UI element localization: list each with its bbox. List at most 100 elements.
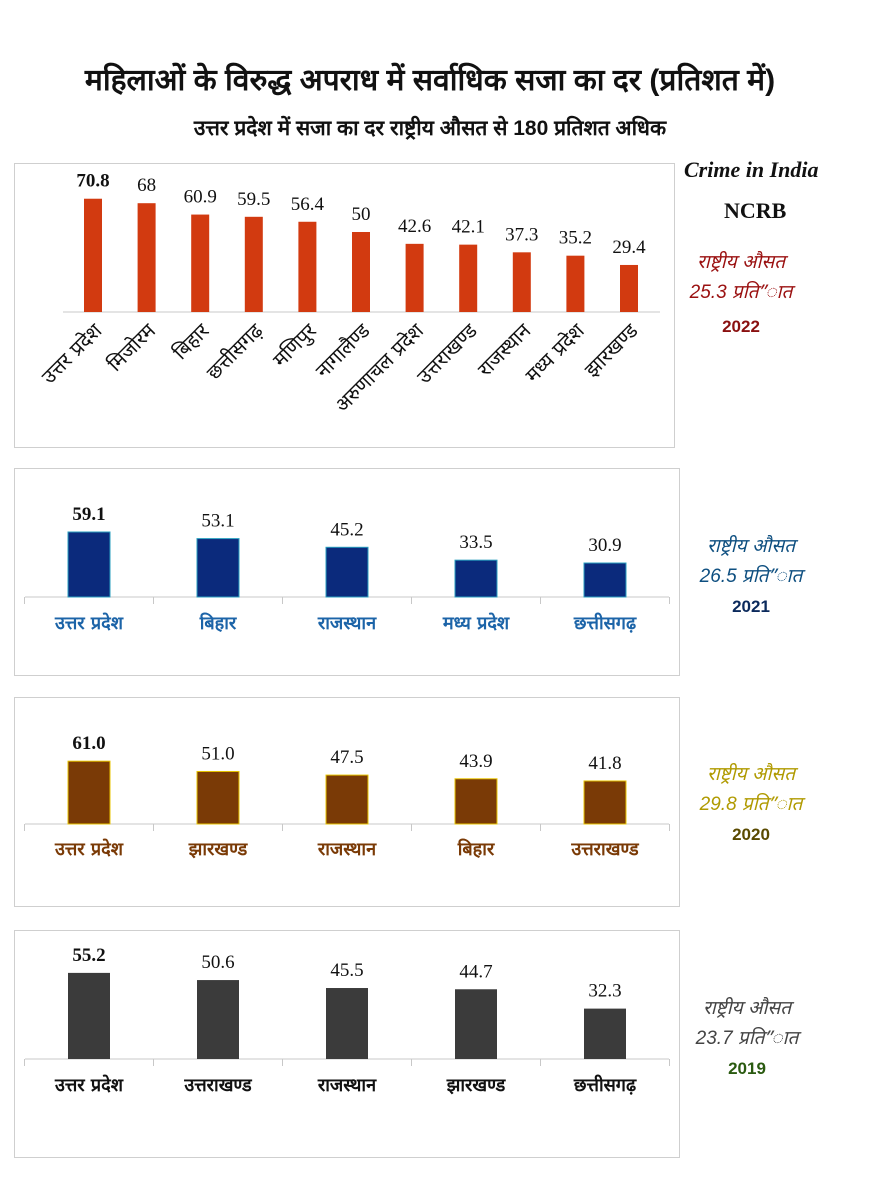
data-label: 37.3 [505,224,538,245]
bar [455,989,497,1059]
data-label: 45.2 [330,519,363,540]
data-label: 33.5 [459,532,492,553]
bar [326,988,368,1059]
bar [68,972,110,1059]
bar [459,244,478,312]
chart-svg: 61.0 उत्तर प्रदेश 51.0 झारखण्ड 47.5 राजस्थान 4… [24,733,670,860]
bar [352,232,370,312]
category-label: बिहार [168,318,214,364]
national-average-2022: राष्ट्रीय औसत 25.3 प्रति”ात 2022 [676,248,806,342]
data-label: 50.6 [201,952,234,973]
chart-svg: 59.1 उत्तर प्रदेश 53.1 बिहार 45.2 राजस्थान 33.… [24,504,670,634]
national-average-label: राष्ट्रीय औसत [706,536,796,557]
category-label: मध्य प्रदेश [520,318,589,387]
data-label: 30.9 [588,535,621,556]
year-label: 2021 [732,597,770,616]
bar [620,264,638,312]
bar [191,214,210,312]
national-average-2020: राष्ट्रीय औसत 29.8 प्रति”ात 2020 [686,760,816,850]
category-label: मध्य प्रदेश [442,612,510,634]
category-label: राजस्थान [317,613,377,634]
bar [197,980,239,1059]
national-average-label: राष्ट्रीय औसत [696,252,786,273]
data-label: 29.4 [612,237,646,258]
year-label: 2020 [732,825,770,844]
category-label: छत्तीसगढ़ [202,318,268,384]
category-label: बिहार [457,838,495,860]
national-average-value: 26.5 प्रति”ात [699,566,803,587]
data-label: 53.1 [201,511,234,532]
source-org: NCRB [724,198,787,223]
data-label: 55.2 [72,945,105,966]
bar [454,778,498,825]
data-label: 70.8 [76,171,109,192]
chart-2021: 59.1 उत्तर प्रदेश 53.1 बिहार 45.2 राजस्थान 33.… [14,468,680,676]
bar [84,198,102,312]
source-title: Crime in India [684,157,819,182]
category-label: झारखण्ड [446,1075,507,1096]
data-label: 59.5 [237,189,270,210]
year-label: 2022 [722,317,760,336]
data-label: 50 [352,204,371,225]
data-label: 51.0 [201,743,234,764]
bar [454,559,498,598]
data-label: 60.9 [184,187,217,208]
data-label: 41.8 [588,753,621,774]
chart-svg: 55.2 उत्तर प्रदेश 50.6 उत्तराखण्ड 45.5 राजस्थ… [24,945,670,1096]
bar [137,203,156,312]
category-label: उत्तर प्रदेश [37,318,107,388]
category-label: उत्तराखण्ड [570,839,640,860]
category-label: उत्तर प्रदेश [54,612,124,634]
chart-2020: 61.0 उत्तर प्रदेश 51.0 झारखण्ड 47.5 राजस्थान 4… [14,697,680,907]
bar [196,770,240,825]
data-label: 42.1 [452,217,485,238]
bar [67,760,111,825]
category-label: राजस्थान [317,839,377,860]
data-label: 56.4 [291,194,325,215]
data-label: 42.6 [398,216,431,237]
bar [566,255,585,312]
bar [584,1008,626,1059]
national-average-value: 23.7 प्रति”ात [695,1028,799,1049]
data-label: 68 [137,175,156,196]
data-label: 43.9 [459,751,492,772]
page-title: महिलाओं के विरुद्ध अपराध में सर्वाधिक सज… [84,64,776,97]
national-average-2019: राष्ट्रीय औसत 23.7 प्रति”ात 2019 [682,994,812,1084]
national-average-2021: राष्ट्रीय औसत 26.5 प्रति”ात 2021 [686,532,816,622]
category-label: झारखण्ड [580,318,643,381]
bar [67,531,111,598]
bar [583,780,627,825]
category-label: बिहार [199,612,237,634]
category-label: मिजोरम [103,318,161,376]
page-subtitle: उत्तर प्रदेश में सजा का दर राष्ट्रीय औसत… [193,117,667,140]
data-label: 35.2 [559,228,592,249]
category-label: उत्तर प्रदेश [54,838,124,860]
category-label: उत्तर प्रदेश [54,1074,124,1096]
data-label: 45.5 [330,960,363,981]
data-label: 32.3 [588,981,621,1002]
national-average-label: राष्ट्रीय औसत [702,998,792,1019]
data-label: 47.5 [330,747,363,768]
category-label: राजस्थान [317,1075,377,1096]
category-label: छत्तीसगढ़ [573,1074,637,1096]
national-average-value: 29.8 प्रति”ात [699,794,803,815]
national-average-value: 25.3 प्रति”ात [689,282,793,303]
chart-2022: 70.8 उत्तर प्रदेश 68 मिजोरम 60.9 बिहार 59.5 छत्… [14,163,675,448]
national-average-label: राष्ट्रीय औसत [706,764,796,785]
year-label: 2019 [728,1059,766,1078]
bar [298,221,317,312]
category-label: झारखण्ड [188,839,249,860]
data-label: 44.7 [459,961,492,982]
bar [325,546,369,598]
bar [583,562,627,598]
chart-svg: 70.8 उत्तर प्रदेश 68 मिजोरम 60.9 बिहार 59.5 छत्… [37,171,660,417]
chart-2019: 55.2 उत्तर प्रदेश 50.6 उत्तराखण्ड 45.5 राजस्थ… [14,930,680,1158]
bar [512,252,531,312]
data-label: 59.1 [72,504,105,525]
bar [196,538,240,598]
data-label: 61.0 [72,733,105,754]
bar [405,243,424,312]
bar [325,774,369,825]
category-label: उत्तराखण्ड [412,318,482,388]
